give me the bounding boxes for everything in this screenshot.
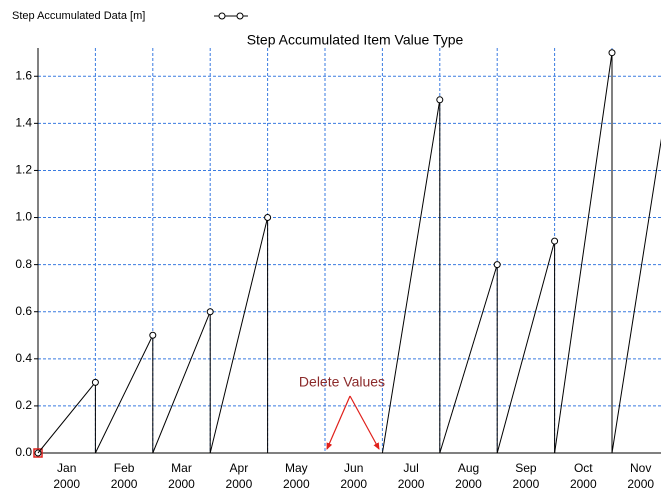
accumulation-line [554, 52, 613, 454]
selected-point [33, 448, 43, 458]
x-tick-label: 2000 [226, 477, 253, 491]
chart-title: Step Accumulated Item Value Type [247, 32, 464, 48]
accumulation-line [381, 99, 441, 454]
x-tick-label: Jul [403, 461, 418, 475]
point [551, 237, 559, 245]
x-tick-label: Nov [630, 461, 651, 475]
x-tick-label: Oct [574, 461, 593, 475]
x-tick-label: May [285, 461, 308, 475]
point [149, 331, 157, 339]
accumulation-line [496, 240, 556, 454]
x-tick-label: Jun [344, 461, 363, 475]
x-tick-label: Sep [515, 461, 537, 475]
x-tick-label: 2000 [570, 477, 597, 491]
y-tick-label: 0.0 [15, 445, 32, 459]
accumulation-line [152, 311, 211, 454]
y-tick-label: 1.6 [15, 68, 32, 82]
x-tick-label: Mar [171, 461, 192, 475]
y-tick-label: 1.4 [15, 116, 32, 130]
x-tick-label: Apr [230, 461, 249, 475]
accumulation-line [439, 264, 498, 454]
x-tick-label: Jan [57, 461, 76, 475]
accumulation-line [209, 217, 269, 454]
x-tick-label: Feb [114, 461, 135, 475]
y-tick-label: 0.2 [15, 398, 32, 412]
x-tick-label: 2000 [53, 477, 80, 491]
accumulation-line [611, 138, 661, 454]
point [264, 214, 272, 222]
point [608, 49, 616, 57]
legend-symbol [214, 12, 248, 20]
point [206, 308, 214, 316]
annotation: Delete Values [299, 374, 385, 390]
x-tick-label: 2000 [398, 477, 425, 491]
y-tick-label: 1.0 [15, 210, 32, 224]
x-tick-label: 2000 [513, 477, 540, 491]
accumulation-line [94, 335, 154, 454]
y-tick-label: 1.2 [15, 163, 32, 177]
y-tick-label: 0.6 [15, 304, 32, 318]
point [493, 261, 501, 269]
point [436, 96, 444, 104]
legend-label: Step Accumulated Data [m] [12, 10, 145, 22]
x-tick-label: Aug [458, 461, 479, 475]
plot: 0.0 0.2 0.4 0.6 0.8 1.0 1.2 1.4 1.6 Jan 2000 Feb 200… [15, 48, 661, 491]
x-tick-label: 2000 [340, 477, 367, 491]
point [91, 378, 99, 386]
x-tick-label: 2000 [627, 477, 654, 491]
annotation-arrows [326, 395, 380, 450]
y-tick-label: 0.8 [15, 257, 32, 271]
x-tick-label: 2000 [168, 477, 195, 491]
x-tick-label: 2000 [111, 477, 138, 491]
accumulation-line [37, 382, 96, 454]
y-tick-label: 0.4 [15, 351, 32, 365]
x-tick-label: 2000 [283, 477, 310, 491]
x-tick-label: 2000 [455, 477, 482, 491]
